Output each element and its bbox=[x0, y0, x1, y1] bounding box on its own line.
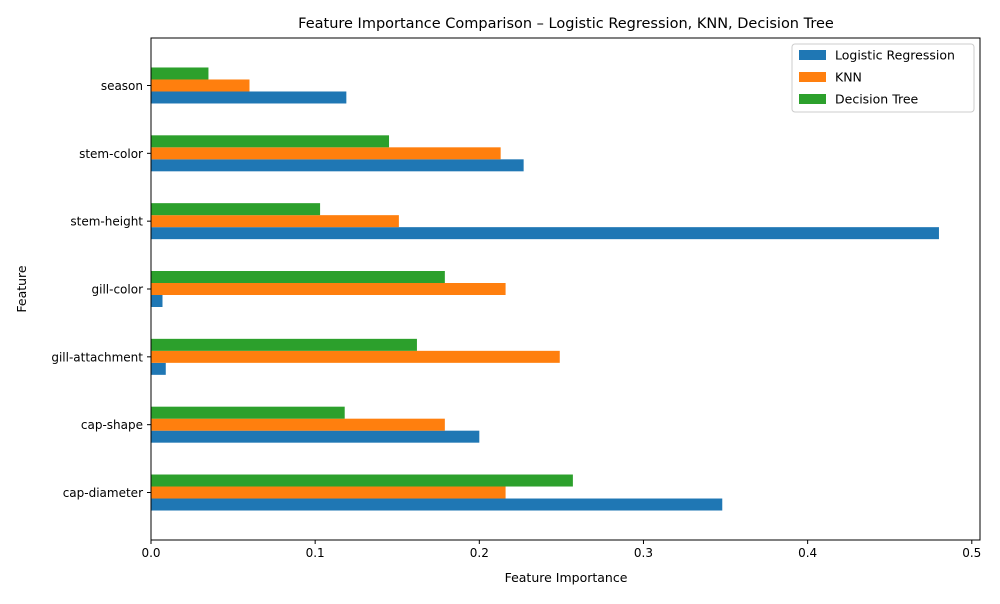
y-tick-label-cap-shape: cap-shape bbox=[81, 418, 143, 432]
bar-logistic-regression-cap-diameter bbox=[151, 498, 723, 511]
bar-decision-tree-cap-shape bbox=[151, 406, 345, 419]
chart-title: Feature Importance Comparison – Logistic… bbox=[298, 16, 834, 32]
bar-decision-tree-gill-attachment bbox=[151, 338, 417, 351]
y-tick-label-season: season bbox=[101, 79, 143, 93]
y-tick-label-cap-diameter: cap-diameter bbox=[63, 486, 143, 500]
bar-knn-gill-attachment bbox=[151, 350, 560, 363]
legend-swatch-knn bbox=[799, 72, 826, 82]
x-axis: 0.0 0.1 0.2 0.3 0.4 0.5 bbox=[141, 540, 981, 560]
y-tick-label-stem-height: stem-height bbox=[70, 215, 143, 229]
bar-logistic-regression-cap-shape bbox=[151, 430, 480, 443]
bar-decision-tree-cap-diameter bbox=[151, 474, 573, 487]
bar-decision-tree-season bbox=[151, 67, 209, 80]
bar-logistic-regression-stem-height bbox=[151, 227, 939, 240]
legend: Logistic Regression KNN Decision Tree bbox=[791, 43, 975, 113]
x-tick-label: 0.1 bbox=[306, 546, 325, 560]
legend-swatch-decision-tree bbox=[799, 94, 826, 104]
bar-decision-tree-gill-color bbox=[151, 271, 445, 283]
x-tick-label: 0.5 bbox=[962, 546, 981, 560]
bar-logistic-regression-stem-color bbox=[151, 159, 524, 172]
legend-box bbox=[791, 43, 975, 113]
legend-label: Logistic Regression bbox=[835, 48, 955, 63]
bar-knn-gill-color bbox=[151, 283, 506, 295]
y-axis-label: Feature bbox=[14, 265, 29, 313]
bar-decision-tree-stem-height bbox=[151, 203, 321, 216]
legend-label: KNN bbox=[835, 70, 862, 85]
y-tick-label-stem-color: stem-color bbox=[79, 147, 143, 161]
x-tick-label: 0.2 bbox=[470, 546, 489, 560]
bar-knn-stem-height bbox=[151, 215, 399, 228]
bar-decision-tree-stem-color bbox=[151, 135, 390, 148]
legend-label: Decision Tree bbox=[835, 92, 919, 107]
x-axis-label: Feature Importance bbox=[505, 570, 628, 585]
bar-logistic-regression-gill-color bbox=[151, 295, 163, 307]
x-tick-label: 0.0 bbox=[141, 546, 160, 560]
bar-knn-cap-shape bbox=[151, 418, 445, 431]
x-tick-label: 0.4 bbox=[798, 546, 817, 560]
bar-knn-season bbox=[151, 79, 250, 92]
y-tick-label-gill-attachment: gill-attachment bbox=[51, 350, 143, 364]
bars-layer bbox=[151, 67, 939, 511]
bar-knn-cap-diameter bbox=[151, 486, 506, 499]
y-tick-label-gill-color: gill-color bbox=[92, 283, 144, 297]
x-tick-label: 0.3 bbox=[634, 546, 653, 560]
bar-logistic-regression-season bbox=[151, 91, 347, 104]
bar-knn-stem-color bbox=[151, 147, 501, 160]
y-axis: cap-diameter cap-shape gill-attachment gill… bbox=[51, 79, 151, 500]
legend-swatch-logistic-regression bbox=[799, 50, 826, 60]
bar-logistic-regression-gill-attachment bbox=[151, 362, 166, 375]
